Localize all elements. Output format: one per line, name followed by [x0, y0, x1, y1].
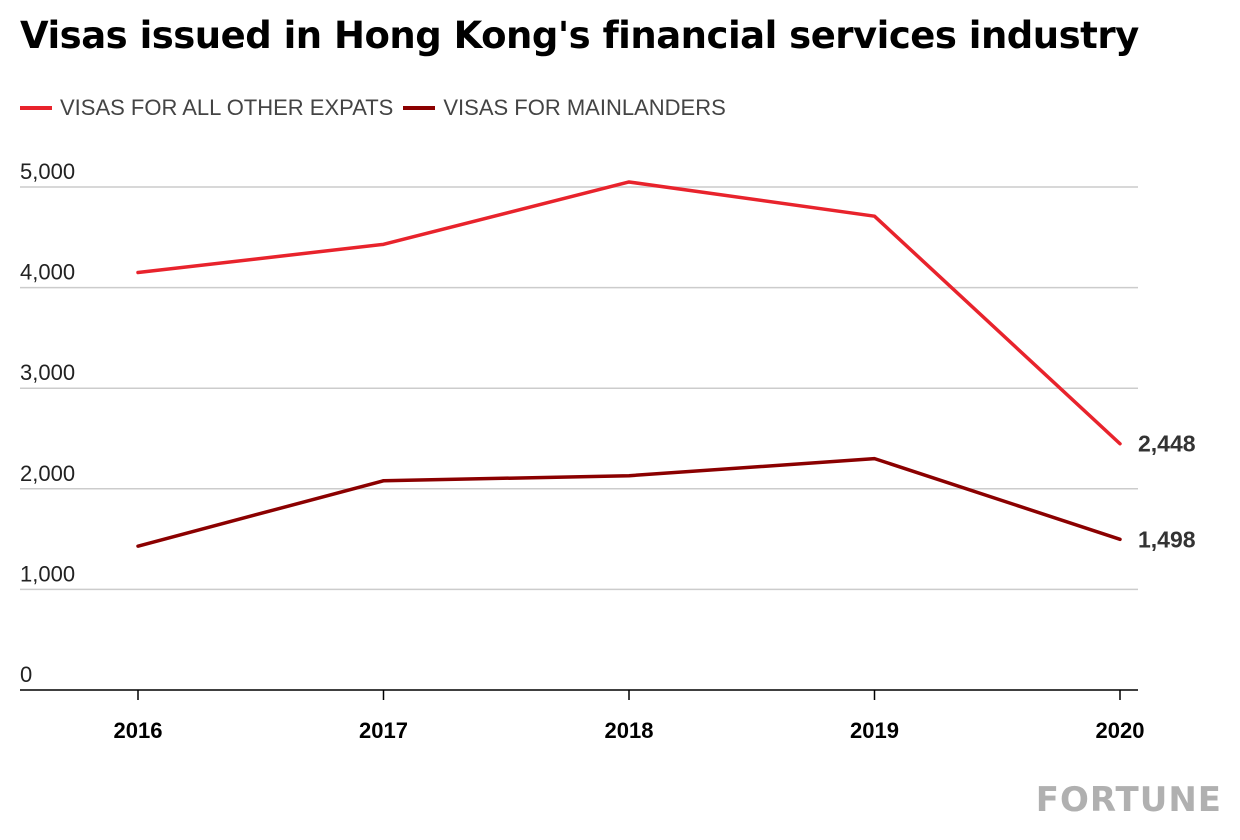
end-labels: 2,448 1,498 [1138, 431, 1196, 553]
series-lines [136, 180, 1122, 548]
series-line-other-expats [136, 180, 1122, 446]
y-tick-label: 2,000 [20, 461, 75, 486]
legend: VISAS FOR ALL OTHER EXPATS VISAS FOR MAI… [20, 95, 726, 121]
x-tick-label: 2018 [605, 718, 654, 743]
legend-label-mainlanders: VISAS FOR MAINLANDERS [443, 95, 726, 120]
y-tick-label: 5,000 [20, 159, 75, 184]
legend-item-other-expats: VISAS FOR ALL OTHER EXPATS [20, 95, 393, 121]
y-tick-label: 3,000 [20, 360, 75, 385]
x-tick-labels: 2016 2017 2018 2019 2020 [114, 718, 1145, 743]
end-label-mainlanders: 1,498 [1138, 526, 1196, 552]
y-tick-label: 0 [20, 662, 32, 687]
series-line-mainlanders [136, 456, 1122, 548]
y-tick-label: 4,000 [20, 260, 75, 285]
gridlines [20, 186, 1138, 591]
y-tick-label: 1,000 [20, 561, 75, 586]
x-tick-label: 2019 [850, 718, 899, 743]
y-tick-labels: 0 1,000 2,000 3,000 4,000 5,000 [20, 159, 75, 687]
x-tick-label: 2017 [359, 718, 408, 743]
x-tick-label: 2020 [1096, 718, 1145, 743]
chart-title: Visas issued in Hong Kong's financial se… [20, 14, 1139, 57]
legend-swatch-mainlanders [403, 106, 436, 110]
fortune-logo: FORTUNE [1035, 780, 1222, 820]
legend-item-mainlanders: VISAS FOR MAINLANDERS [403, 95, 726, 121]
end-label-other-expats: 2,448 [1138, 431, 1196, 457]
legend-swatch-other-expats [20, 106, 52, 110]
x-tick-label: 2016 [114, 718, 163, 743]
x-axis [20, 689, 1138, 700]
legend-label-other-expats: VISAS FOR ALL OTHER EXPATS [60, 95, 394, 120]
